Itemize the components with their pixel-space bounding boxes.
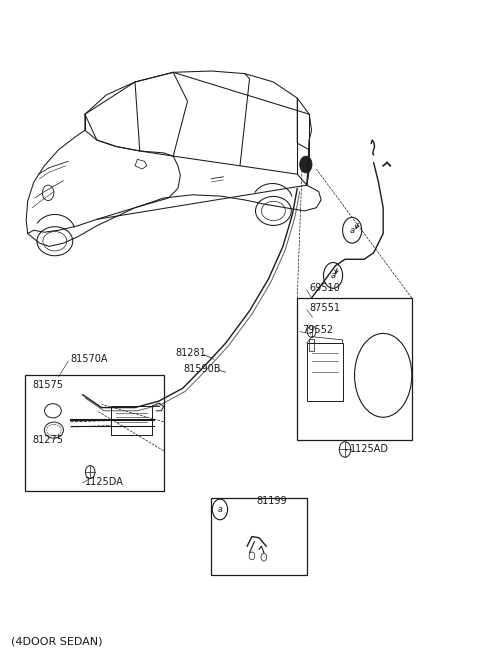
Text: 1125AD: 1125AD (350, 445, 389, 454)
Bar (211, 498, 307, 575)
Circle shape (300, 156, 312, 173)
Text: 81590B: 81590B (183, 364, 221, 374)
Text: 81275: 81275 (33, 435, 63, 445)
Text: 69510: 69510 (309, 283, 340, 293)
Bar (309, 339, 314, 351)
Bar (25, 375, 164, 491)
Text: (4DOOR SEDAN): (4DOOR SEDAN) (11, 636, 102, 647)
Text: 81570A: 81570A (71, 354, 108, 364)
Bar (111, 406, 152, 436)
Bar (307, 343, 343, 401)
Text: 1125DA: 1125DA (85, 476, 124, 487)
Text: 87551: 87551 (309, 303, 340, 313)
Text: 81199: 81199 (257, 496, 288, 506)
Text: a: a (217, 505, 222, 514)
Text: 81575: 81575 (33, 380, 63, 390)
Bar (297, 298, 412, 440)
Text: a: a (331, 271, 336, 280)
Text: a: a (349, 226, 355, 235)
Text: 79552: 79552 (302, 325, 333, 335)
Text: 81281: 81281 (176, 348, 206, 358)
